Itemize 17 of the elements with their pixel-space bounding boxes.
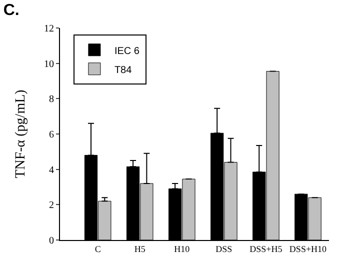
y-tick-label: 12	[44, 24, 54, 34]
x-tick-label: DSS+H10	[289, 244, 328, 254]
x-tick-label: DSS+H5	[250, 244, 283, 254]
y-tick-label: 6	[49, 130, 54, 140]
chart-title: C.	[3, 2, 20, 20]
y-tick-label: 2	[49, 200, 54, 212]
legend-label: T84	[114, 64, 132, 76]
legend-label: IEC 6	[114, 46, 140, 57]
x-tick-label: DSS	[216, 244, 232, 254]
x-tick-label: H10	[174, 244, 190, 254]
x-tick-label: H5	[134, 244, 146, 254]
y-tick-label: 10	[44, 58, 54, 70]
x-tick-label: C	[94, 244, 101, 254]
y-tick-label: 0	[49, 236, 54, 246]
y-tick-label: 4	[49, 164, 54, 176]
y-axis-title: TNF-α (pg/mL)	[14, 89, 29, 178]
y-tick-label: 8	[49, 94, 54, 106]
